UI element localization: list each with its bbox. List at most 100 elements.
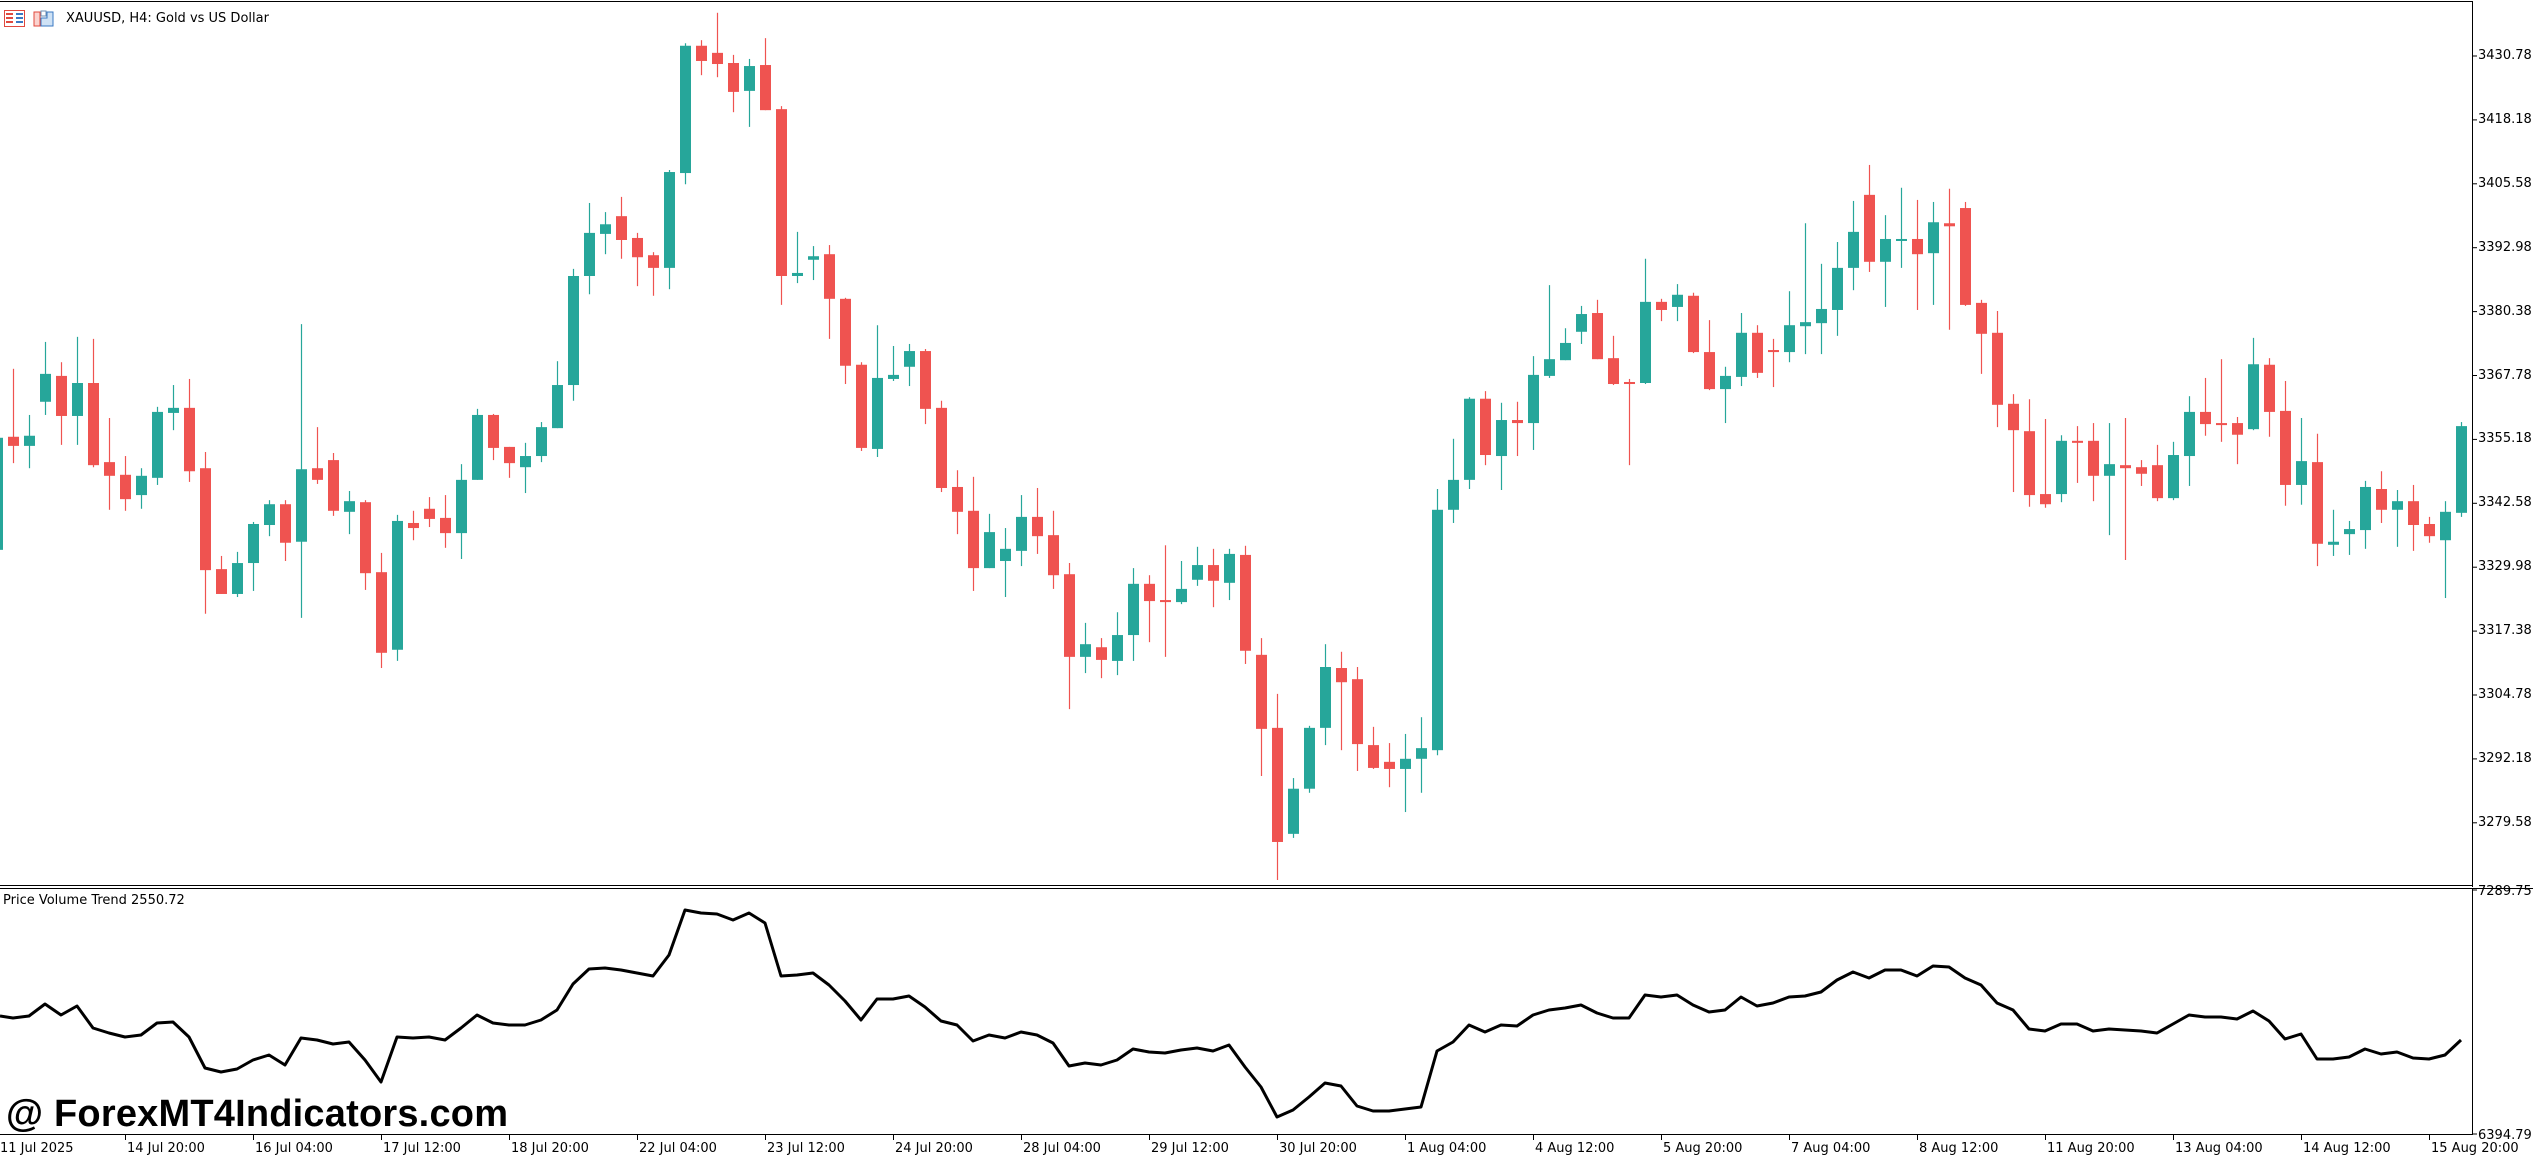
- bull-candle: [744, 66, 755, 91]
- bear-candle: [2280, 410, 2291, 485]
- bear-candle: [824, 254, 835, 299]
- bull-candle: [1128, 583, 1139, 636]
- bear-candle: [1096, 647, 1107, 660]
- bull-candle: [1224, 553, 1235, 583]
- bear-candle: [216, 569, 227, 594]
- bull-candle: [872, 377, 883, 449]
- bear-candle: [1944, 223, 1955, 227]
- bear-candle: [2040, 494, 2051, 505]
- price-axis-label: 3279.58: [2478, 814, 2532, 830]
- price-axis-label: 3292.18: [2478, 750, 2532, 766]
- time-axis-label: 29 Jul 12:00: [1151, 1141, 1229, 1156]
- chart-title-bar: XAUUSD, H4: Gold vs US Dollar: [4, 7, 269, 29]
- bear-candle: [1352, 679, 1363, 745]
- bear-candle: [2408, 501, 2419, 526]
- bull-candle: [2392, 501, 2403, 510]
- bull-candle: [536, 427, 547, 457]
- indicator-axis-label: 7289.75: [2478, 884, 2532, 899]
- bear-candle: [1272, 727, 1283, 842]
- time-axis-label: 1 Aug 04:00: [1407, 1141, 1487, 1156]
- bear-candle: [360, 502, 371, 574]
- time-axis-label: 14 Jul 20:00: [127, 1141, 205, 1156]
- bear-candle: [1256, 654, 1267, 729]
- indicator-label: Price Volume Trend 2550.72: [3, 893, 185, 908]
- bear-candle: [408, 522, 419, 529]
- bear-candle: [1240, 554, 1251, 651]
- bear-candle: [1480, 398, 1491, 456]
- time-axis-label: 30 Jul 20:00: [1279, 1141, 1357, 1156]
- bull-candle: [888, 374, 899, 379]
- time-axis-label: 14 Aug 12:00: [2303, 1141, 2391, 1156]
- chart-properties-icon[interactable]: [33, 10, 54, 27]
- time-axis-label: 8 Aug 12:00: [1919, 1141, 1999, 1156]
- bear-candle: [1912, 238, 1923, 255]
- bull-candle: [2440, 511, 2451, 541]
- bull-candle: [1576, 314, 1587, 332]
- time-axis-label: 5 Aug 20:00: [1663, 1141, 1743, 1156]
- bear-candle: [1752, 332, 1763, 373]
- bull-candle: [2168, 455, 2179, 499]
- bull-candle: [1544, 359, 1555, 376]
- bull-candle: [296, 469, 307, 542]
- bull-candle: [808, 256, 819, 260]
- time-axis-label: 15 Aug 20:00: [2431, 1141, 2519, 1156]
- indicator-axis-ticks: [2472, 889, 2477, 1135]
- bull-candle: [168, 407, 179, 413]
- bull-candle: [1896, 238, 1907, 241]
- bull-candle: [600, 224, 611, 234]
- price-axis-label: 3392.98: [2478, 239, 2532, 255]
- bear-candle: [2136, 467, 2147, 474]
- bull-candle: [1448, 479, 1459, 510]
- bear-candle: [2200, 411, 2211, 425]
- bull-candle: [1832, 267, 1843, 310]
- bear-candle: [424, 508, 435, 519]
- bear-candle: [88, 383, 99, 466]
- bear-candle: [760, 65, 771, 111]
- bear-candle: [920, 351, 931, 409]
- price-axis-label: 3355.18: [2478, 431, 2532, 447]
- bull-candle: [24, 435, 35, 446]
- bull-candle: [1848, 231, 1859, 268]
- time-axis-label: 17 Jul 12:00: [383, 1141, 461, 1156]
- bear-candle: [840, 298, 851, 366]
- bear-candle: [104, 462, 115, 476]
- bear-candle: [1592, 313, 1603, 360]
- bear-candle: [1336, 668, 1347, 683]
- bear-candle: [856, 364, 867, 448]
- chart-window-icon[interactable]: [4, 9, 25, 27]
- bull-candle: [1192, 565, 1203, 580]
- bear-candle: [1704, 352, 1715, 390]
- price-axis-label: 3418.18: [2478, 111, 2532, 127]
- bull-candle: [1672, 294, 1683, 307]
- bear-candle: [2312, 462, 2323, 544]
- bear-candle: [2088, 440, 2099, 476]
- bull-candle: [232, 563, 243, 594]
- bull-candle: [2328, 541, 2339, 545]
- price-axis-label: 3329.98: [2478, 559, 2532, 575]
- time-axis-label: 4 Aug 12:00: [1535, 1141, 1615, 1156]
- bear-candle: [1960, 208, 1971, 305]
- bull-candle: [520, 456, 531, 468]
- time-axis-label: 23 Jul 12:00: [767, 1141, 845, 1156]
- bull-candle: [456, 479, 467, 534]
- bear-candle: [120, 474, 131, 500]
- price-axis-ticks: [2472, 55, 2477, 824]
- bull-candle: [568, 275, 579, 386]
- bull-candle: [248, 523, 259, 564]
- bull-candle: [1464, 398, 1475, 480]
- bull-candle: [1416, 748, 1427, 759]
- bear-candle: [2216, 423, 2227, 426]
- bull-candle: [1080, 644, 1091, 657]
- main-pane-frame: [0, 1, 2533, 889]
- bull-candle: [552, 385, 563, 429]
- bull-candle: [680, 45, 691, 174]
- bull-candle: [1928, 222, 1939, 254]
- bear-candle: [440, 517, 451, 534]
- time-axis-label: 28 Jul 04:00: [1023, 1141, 1101, 1156]
- bear-candle: [936, 407, 947, 488]
- bear-candle: [280, 504, 291, 543]
- bear-candle: [2120, 465, 2131, 469]
- bull-candle: [1784, 325, 1795, 353]
- bear-candle: [952, 486, 963, 512]
